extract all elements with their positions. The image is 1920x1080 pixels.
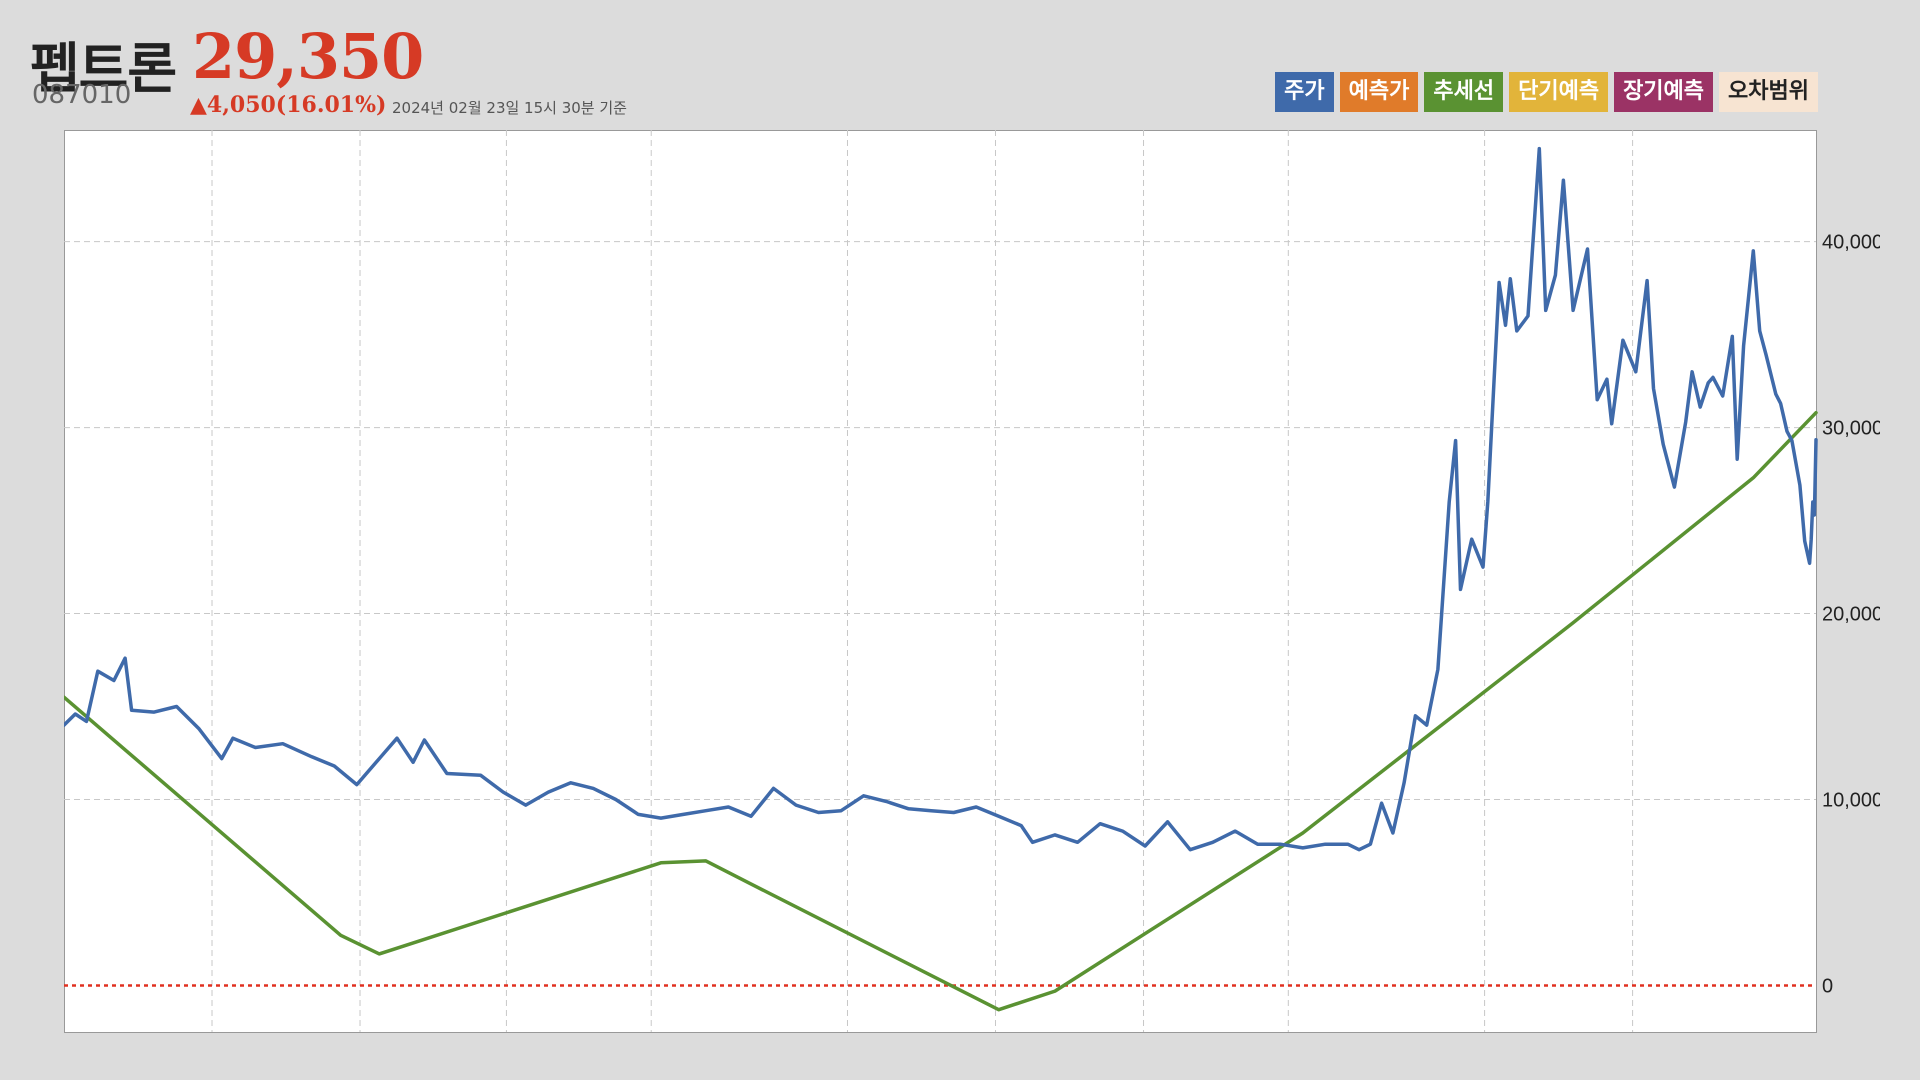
legend-item-short-term-forecast[interactable]: 단기예측 (1509, 72, 1609, 112)
legend-item-long-term-forecast[interactable]: 장기예측 (1614, 72, 1714, 112)
price-series-line (62, 146, 1818, 852)
y-tick-label: 10,000 (1822, 790, 1880, 812)
stock-code: 087010 (32, 80, 132, 110)
current-price: 29,350 (192, 20, 424, 93)
legend-item-error-range[interactable]: 오차범위 (1719, 72, 1818, 112)
plot-area (64, 130, 1817, 1033)
legend-item-forecast[interactable]: 예측가 (1339, 72, 1419, 112)
y-tick-label: 40,000 (1822, 232, 1880, 254)
price-change: ▲4,050(16.01%) (190, 92, 387, 118)
y-tick-label: 0 (1822, 976, 1833, 998)
chart-container: 2021-062021-092021-122022-032022-072022-… (62, 130, 1883, 1067)
legend-item-price[interactable]: 주가 (1275, 72, 1334, 112)
legend-item-trendline[interactable]: 추세선 (1424, 72, 1504, 112)
y-tick-label: 30,000 (1822, 418, 1880, 440)
y-tick-label: 20,000 (1822, 604, 1880, 626)
stock-name: 펩트론 (30, 37, 177, 100)
chart-legend: 주가 예측가 추세선 단기예측 장기예측 오차범위 (1275, 72, 1818, 112)
as-of-timestamp: 2024년 02월 23일 15시 30분 기준 (392, 99, 627, 117)
price-chart: 2021-062021-092021-122022-032022-072022-… (62, 130, 1883, 1067)
trendline-series-line (62, 410, 1818, 1012)
